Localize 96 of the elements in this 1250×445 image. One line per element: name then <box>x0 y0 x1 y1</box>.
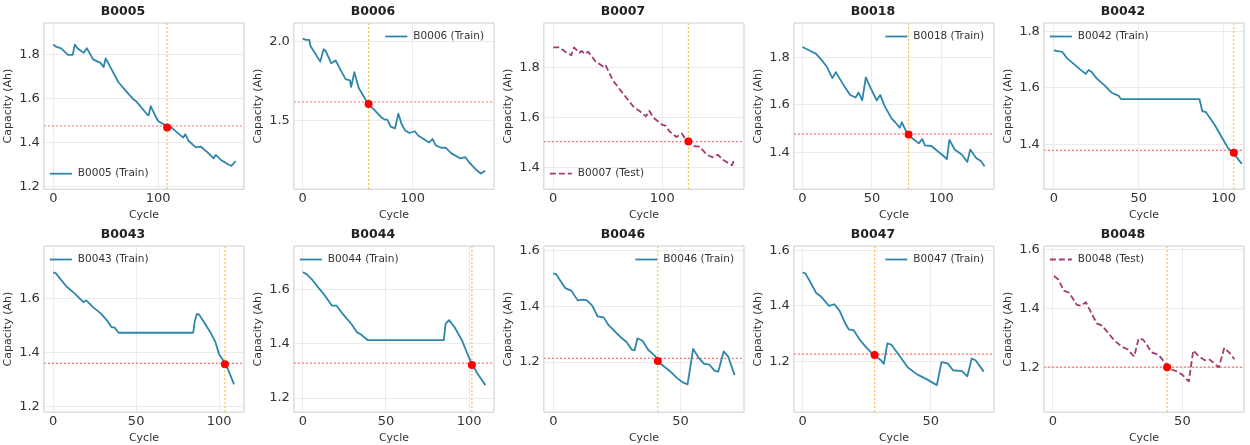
legend-label: B0043 (Train) <box>77 251 149 264</box>
chart-title: B0007 <box>600 2 646 18</box>
y-tick-label: 1.4 <box>519 297 540 313</box>
y-axis-title: Capacity (Ah) <box>501 291 515 366</box>
chart-title: B0018 <box>850 2 896 18</box>
y-axis-title: Capacity (Ah) <box>1 291 15 366</box>
y-tick-label: 1.4 <box>769 296 790 312</box>
x-axis-title: Cycle <box>628 208 660 222</box>
x-tick-label: 100 <box>928 190 954 206</box>
x-axis-title: Cycle <box>1128 208 1160 222</box>
y-tick-label: 1.8 <box>1019 23 1040 39</box>
y-tick-label: 1.4 <box>19 134 40 150</box>
y-tick-label: 1.4 <box>269 334 290 350</box>
y-axis-title: Capacity (Ah) <box>1 68 15 144</box>
y-axis-title: Capacity (Ah) <box>1001 68 1015 144</box>
y-tick-label: 1.6 <box>19 90 40 106</box>
x-tick-label: 100 <box>1211 190 1237 206</box>
y-axis-title: Capacity (Ah) <box>1001 291 1015 366</box>
chart-title: B0047 <box>850 225 896 241</box>
y-tick-label: 1.2 <box>769 352 790 367</box>
x-axis-title: Cycle <box>378 208 410 222</box>
y-axis-title: Capacity (Ah) <box>251 291 265 366</box>
line-series <box>552 46 736 167</box>
legend-label: B0006 (Train) <box>413 29 485 42</box>
y-tick-label: 1.2 <box>19 178 40 194</box>
y-tick-label: 1.6 <box>519 241 540 257</box>
x-axis-title: Cycle <box>878 430 910 444</box>
x-tick-label: 50 <box>127 412 145 428</box>
legend-label: B0048 (Test) <box>1077 251 1145 264</box>
y-tick-label: 1.6 <box>769 241 790 257</box>
chart-title: B0048 <box>1100 225 1146 241</box>
x-tick-label: 100 <box>649 190 675 206</box>
x-tick-label: 100 <box>145 190 171 206</box>
legend-label: B0007 (Test) <box>577 166 645 179</box>
chart-title: B0006 <box>350 2 396 18</box>
x-tick-label: 50 <box>1174 412 1191 428</box>
y-tick-label: 1.2 <box>1019 358 1040 374</box>
y-tick-label: 1.6 <box>769 96 790 112</box>
x-tick-label: 0 <box>49 412 58 428</box>
y-axis-title: Capacity (Ah) <box>501 68 515 144</box>
x-tick-label: 100 <box>400 190 426 206</box>
x-tick-label: 50 <box>1130 190 1148 206</box>
x-axis-title: Cycle <box>378 430 410 444</box>
y-axis-title: Capacity (Ah) <box>251 68 265 144</box>
y-tick-label: 1.6 <box>1019 79 1040 95</box>
x-tick-label: 0 <box>1049 190 1059 206</box>
y-tick-label: 1.8 <box>769 48 790 64</box>
x-tick-label: 50 <box>863 190 881 206</box>
x-axis-title: Cycle <box>628 430 660 444</box>
chart-title: B0005 <box>100 2 146 18</box>
y-tick-label: 1.2 <box>519 352 540 368</box>
y-tick-label: 1.8 <box>19 46 40 62</box>
legend-label: B0018 (Train) <box>913 29 985 42</box>
y-tick-label: 1.2 <box>19 397 40 413</box>
legend-label: B0005 (Train) <box>77 166 149 179</box>
x-tick-label: 100 <box>206 412 232 428</box>
y-tick-label: 1.4 <box>1019 135 1040 151</box>
y-tick-label: 2.0 <box>269 32 290 48</box>
x-axis-title: Cycle <box>878 208 910 222</box>
y-axis-title: Capacity (Ah) <box>751 291 765 366</box>
x-axis-title: Cycle <box>1128 430 1160 444</box>
y-tick-label: 1.6 <box>19 289 40 305</box>
x-tick-label: 0 <box>798 412 807 428</box>
y-tick-label: 1.8 <box>519 59 540 75</box>
chart-title: B0046 <box>600 225 646 241</box>
legend-label: B0046 (Train) <box>663 251 735 264</box>
x-axis-title: Cycle <box>128 208 160 222</box>
x-tick-label: 0 <box>549 190 558 206</box>
x-tick-label: 50 <box>377 412 395 428</box>
line-series <box>1053 274 1236 382</box>
y-tick-label: 1.4 <box>1019 299 1040 315</box>
x-tick-label: 0 <box>798 190 807 206</box>
chart-title: B0044 <box>350 225 396 241</box>
x-tick-label: 100 <box>456 412 482 428</box>
y-tick-label: 1.6 <box>519 109 540 125</box>
x-axis-title: Cycle <box>128 430 160 444</box>
x-tick-label: 0 <box>549 412 558 428</box>
x-tick-label: 0 <box>1048 412 1058 428</box>
legend-label: B0044 (Train) <box>327 251 399 264</box>
y-axis-title: Capacity (Ah) <box>751 68 765 144</box>
x-tick-label: 0 <box>298 412 307 428</box>
legend-label: B0042 (Train) <box>1077 29 1149 42</box>
y-tick-label: 1.4 <box>19 343 40 359</box>
legend-label: B0047 (Train) <box>913 251 985 264</box>
y-tick-label: 1.4 <box>769 143 790 159</box>
y-tick-label: 1.6 <box>269 280 290 296</box>
y-tick-label: 1.2 <box>269 389 290 404</box>
y-tick-label: 1.4 <box>519 159 540 175</box>
y-tick-label: 1.6 <box>1019 240 1040 256</box>
y-tick-label: 1.5 <box>269 111 290 127</box>
x-tick-label: 0 <box>49 190 58 206</box>
x-tick-label: 50 <box>922 412 939 428</box>
x-tick-label: 50 <box>672 412 689 428</box>
x-tick-label: 0 <box>298 190 307 206</box>
chart-title: B0042 <box>1100 2 1146 18</box>
chart-title: B0043 <box>100 225 146 241</box>
